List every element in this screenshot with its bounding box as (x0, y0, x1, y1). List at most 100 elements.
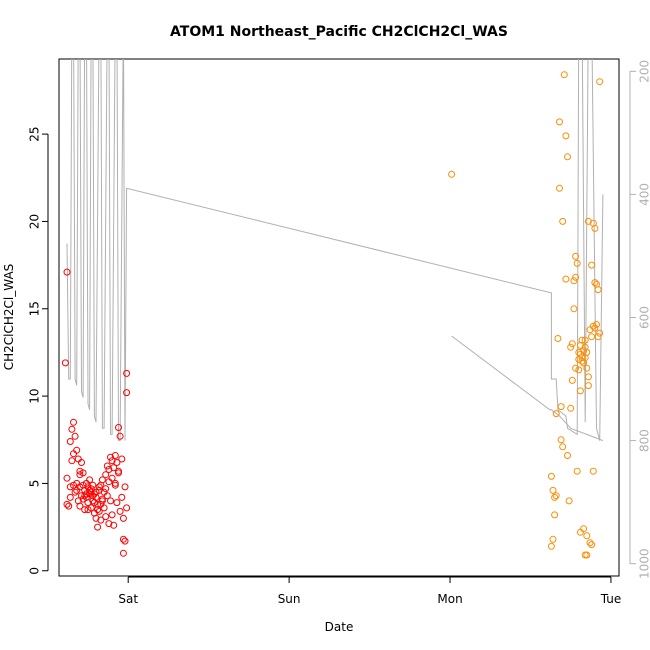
data-point-series-1 (63, 268, 71, 276)
data-point-series-2 (586, 539, 594, 547)
x-tick-label: Sat (118, 592, 138, 606)
data-point-series-2 (594, 286, 602, 294)
data-point-series-1 (76, 502, 84, 510)
data-point-series-2 (557, 436, 565, 444)
data-point-series-1 (119, 535, 127, 543)
data-point-series-1 (66, 483, 74, 491)
y-tick-label: 15 (28, 301, 42, 316)
data-point-series-1 (108, 457, 116, 465)
data-point-series-2 (583, 348, 591, 356)
data-point-series-2 (583, 532, 591, 540)
data-point-series-2 (564, 153, 571, 161)
data-point-series-1 (115, 467, 122, 475)
y2-tick-label: 1000 (638, 548, 650, 579)
data-point-series-2 (596, 329, 604, 337)
data-point-series-2 (560, 71, 568, 79)
y-axis-left: 0 5 10 15 20 25 (28, 126, 49, 575)
data-point-series-2 (589, 322, 597, 330)
y2-tick-label: 800 (638, 429, 650, 452)
data-point-series-1 (98, 497, 106, 505)
data-point-series-1 (78, 492, 85, 500)
data-point-series-2 (572, 252, 580, 260)
data-point-series-1 (121, 537, 129, 545)
data-point-series-1 (92, 488, 100, 496)
data-point-series-1 (89, 481, 97, 489)
y2-tick-label: 400 (638, 183, 650, 206)
data-point-series-2 (551, 493, 559, 501)
data-point-series-1 (102, 513, 110, 521)
data-point-series-2 (588, 333, 596, 341)
data-point-series-1 (79, 481, 87, 489)
data-point-series-1 (110, 521, 118, 529)
x-axis: Sat Sun Mon Tue (118, 576, 621, 606)
data-point-series-2 (568, 340, 576, 348)
data-point-series-2 (591, 224, 599, 232)
data-point-series-2 (581, 336, 589, 344)
data-point-series-2 (576, 387, 584, 395)
data-point-series-2 (556, 118, 563, 126)
data-point-series-1 (116, 507, 124, 515)
data-point-series-2 (591, 324, 599, 332)
pressure-line-2 (451, 335, 604, 442)
data-point-series-2 (596, 78, 604, 86)
plot-frame (58, 58, 620, 577)
data-point-series-2 (568, 376, 576, 384)
data-point-series-2 (564, 452, 571, 459)
data-point-series-2 (570, 305, 578, 313)
data-point-series-1 (68, 457, 76, 465)
data-point-series-2 (575, 348, 583, 356)
y-tick-label: 10 (28, 388, 42, 403)
data-point-series-1 (102, 471, 110, 479)
data-point-series-1 (92, 514, 100, 522)
data-point-series-2 (583, 551, 591, 559)
data-point-series-2 (565, 497, 573, 505)
data-point-series-1 (63, 474, 71, 482)
y-axis-right: 200 400 600 800 1000 (629, 60, 650, 579)
data-point-series-1 (105, 466, 113, 473)
data-point-series-1 (73, 446, 81, 454)
data-point-series-1 (71, 488, 79, 496)
data-point-series-2 (589, 467, 597, 475)
data-point-series-2 (549, 535, 557, 543)
data-point-series-1 (97, 516, 105, 524)
data-point-series-2 (562, 132, 570, 140)
data-point-series-1 (100, 504, 108, 512)
data-point-series-1 (86, 476, 94, 484)
data-point-series-1 (94, 506, 102, 514)
y-axis-label: CH2ClCH2Cl_WAS (2, 264, 16, 371)
y-tick-label: 0 (28, 567, 42, 575)
data-point-series-2 (576, 341, 584, 349)
data-point-series-1 (119, 549, 127, 557)
data-point-series-1 (108, 511, 116, 519)
data-point-series-2 (584, 217, 592, 225)
y-tick-label: 20 (28, 214, 42, 229)
data-point-series-1 (110, 464, 118, 472)
data-point-series-1 (102, 485, 110, 493)
pressure-line (66, 59, 604, 442)
data-point-series-1 (63, 500, 71, 508)
data-points (61, 71, 604, 559)
x-tick-label: Sun (278, 592, 301, 606)
data-point-series-2 (591, 279, 599, 287)
x-axis-label: Date (325, 620, 354, 634)
y-tick-label: 5 (28, 480, 42, 488)
data-point-series-1 (123, 369, 131, 377)
data-point-series-2 (552, 492, 560, 500)
data-point-series-1 (113, 499, 121, 507)
data-point-series-2 (562, 275, 570, 283)
data-point-series-2 (575, 366, 583, 374)
data-point-series-1 (65, 502, 73, 510)
x-tick-label: Mon (437, 592, 462, 606)
data-point-series-2 (588, 261, 596, 269)
data-point-series-1 (86, 486, 94, 494)
data-point-series-1 (118, 455, 126, 463)
data-point-series-2 (572, 273, 580, 281)
y2-tick-label: 600 (638, 306, 650, 329)
data-point-series-1 (113, 459, 121, 466)
data-point-series-1 (66, 438, 74, 445)
data-point-series-1 (111, 452, 119, 459)
data-point-series-2 (557, 403, 565, 411)
data-point-series-1 (119, 514, 127, 522)
data-point-series-1 (108, 474, 116, 482)
data-point-series-1 (123, 504, 131, 512)
